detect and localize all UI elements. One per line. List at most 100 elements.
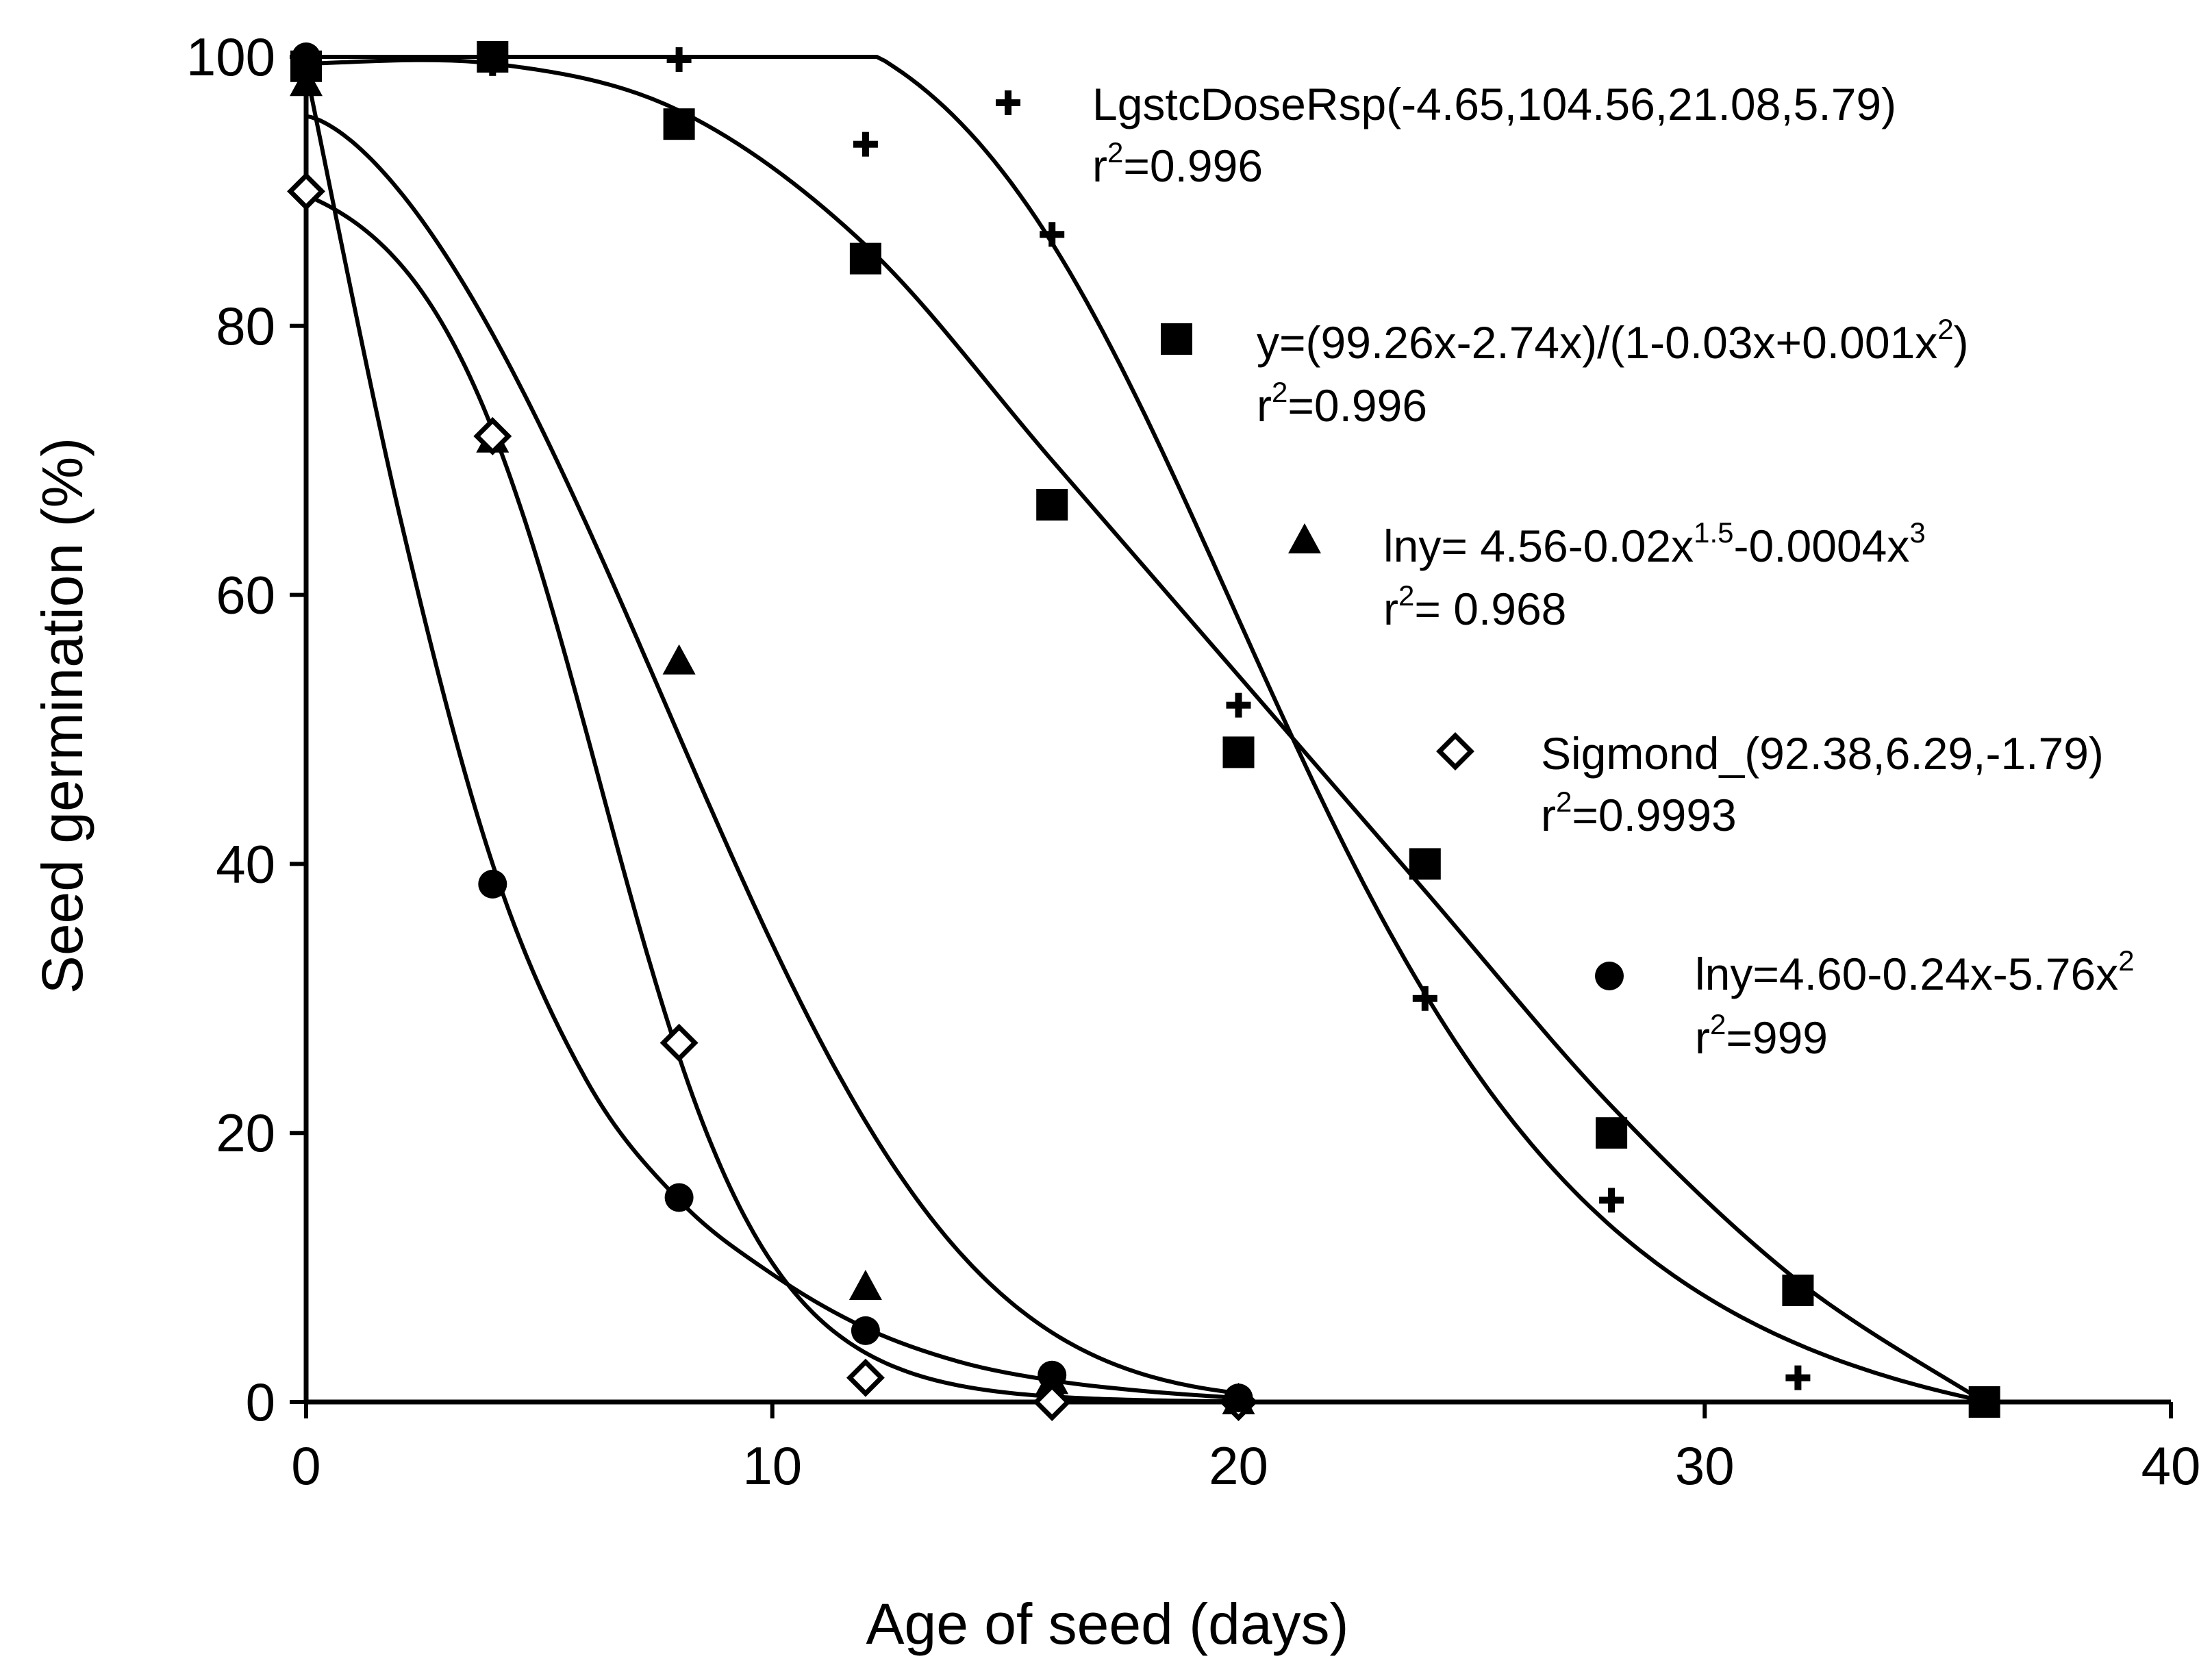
equation-part: lny=4.60-0.24x-5.76x [1695, 949, 2118, 999]
data-point-circle [1224, 1383, 1253, 1413]
equation-part: -0.0004x [1734, 521, 1910, 571]
r2-value: =0.996 [1287, 380, 1427, 431]
data-point-diamond [287, 172, 325, 211]
series-lny_circle [292, 42, 1253, 1413]
y-tick-label: 40 [216, 834, 275, 894]
r2-superscript: 2 [1398, 579, 1414, 612]
legend-marker-circle [1595, 962, 1624, 990]
r2-prefix: r [1541, 790, 1556, 840]
x-tick-label: 20 [1209, 1436, 1268, 1496]
r2-prefix: r [1383, 584, 1398, 634]
data-point-square [1409, 848, 1441, 880]
data-point-square [1036, 489, 1068, 521]
legend-equation-lny-triangle: lny= 4.56-0.02x1.5-0.0004x3 [1383, 516, 1926, 571]
legend-equation-lny-circle: lny=4.60-0.24x-5.76x2 [1695, 944, 2135, 999]
data-point-triangle [849, 1270, 882, 1301]
legend-equation-sigmond: Sigmond_(92.38,6.29,-1.79) [1541, 728, 2104, 779]
legend-entry-sigmond: Sigmond_(92.38,6.29,-1.79) r2=0.9993 [1436, 728, 2104, 840]
legend-entry-logistic: LgstcDoseRsp(-4.65,104.56,21.08,5.79) r2… [996, 79, 1896, 191]
equation-part: y=(99.26x-2.74x)/(1-0.03x+0.001x [1257, 317, 1937, 368]
y-tick-label: 60 [216, 565, 275, 625]
data-point-plus [1412, 986, 1437, 1011]
y-tick-label: 20 [216, 1103, 275, 1163]
legend-equation-logistic: LgstcDoseRsp(-4.65,104.56,21.08,5.79) [1092, 79, 1896, 129]
y-axis-title: Seed germination (%) [30, 438, 95, 994]
equation-superscript: 3 [1909, 516, 1925, 549]
data-point-plus [853, 132, 878, 157]
r2-prefix: r [1695, 1012, 1710, 1063]
data-point-diamond [473, 416, 512, 455]
data-point-square [663, 108, 695, 140]
y-tick-label: 0 [246, 1372, 275, 1432]
fit-curve-lny_circle [304, 70, 1239, 1401]
data-point-square [1596, 1117, 1628, 1149]
series-lny_triangle [290, 66, 1255, 1414]
r2-superscript: 2 [1556, 786, 1572, 818]
x-tick-label: 40 [2141, 1436, 2201, 1496]
equation-superscript: 1.5 [1694, 516, 1733, 549]
legend: LgstcDoseRsp(-4.65,104.56,21.08,5.79) r2… [996, 79, 2135, 1063]
legend-marker-triangle [1288, 523, 1321, 553]
legend-marker-diamond [1436, 732, 1474, 771]
legend-marker-square [1161, 323, 1192, 355]
data-point-plus [1040, 222, 1065, 247]
r2-value: =0.9993 [1572, 790, 1736, 840]
fit-curve-lgstcdosersp [306, 55, 1985, 1403]
data-point-plus [1785, 1365, 1811, 1390]
data-point-square [477, 41, 509, 73]
x-tick-label: 10 [742, 1436, 802, 1496]
legend-symbol-diamond [1436, 732, 1474, 771]
r2-value: =0.996 [1123, 140, 1263, 191]
y-tick-label: 80 [216, 296, 275, 356]
series-sigmond [287, 172, 1258, 1421]
legend-symbol-circle [1595, 962, 1624, 990]
equation-superscript: 2 [1937, 313, 1953, 345]
r2-value: =999 [1726, 1012, 1828, 1063]
x-axis-title: Age of seed (days) [866, 1592, 1348, 1656]
data-point-plus [1226, 692, 1251, 718]
data-point-plus [666, 47, 692, 72]
legend-symbol-square [1161, 323, 1192, 355]
data-point-triangle [290, 66, 323, 97]
x-tick-label: 30 [1675, 1436, 1735, 1496]
data-point-circle [851, 1316, 880, 1345]
data-points [287, 41, 2000, 1421]
data-point-diamond [1033, 1383, 1072, 1421]
legend-entry-lny-circle: lny=4.60-0.24x-5.76x2 r2=999 [1595, 944, 2135, 1063]
r2-prefix: r [1257, 380, 1272, 431]
legend-equation-rational: y=(99.26x-2.74x)/(1-0.03x+0.001x2) [1257, 313, 1969, 368]
r2-superscript: 2 [1272, 376, 1287, 408]
data-point-circle [1038, 1360, 1067, 1390]
fit-curve-sigmond [305, 193, 1239, 1404]
data-point-circle [292, 42, 321, 71]
y-ticks: 0 20 40 60 80 100 [186, 27, 306, 1432]
x-tick-label: 0 [291, 1436, 321, 1496]
legend-r2-sigmond: r2=0.9993 [1541, 786, 1737, 840]
legend-r2-lny-circle: r2=999 [1695, 1008, 1828, 1063]
axes: 0 10 20 30 40 0 20 40 60 80 100 [186, 27, 2201, 1496]
legend-marker-plus [996, 90, 1020, 115]
legend-symbol-plus [996, 90, 1020, 115]
data-point-square [1222, 736, 1255, 768]
data-point-square [1968, 1386, 2000, 1418]
r2-prefix: r [1092, 140, 1107, 191]
equation-part: lny= 4.56-0.02x [1383, 521, 1694, 571]
legend-symbol-triangle [1288, 523, 1321, 553]
legend-entry-rational: y=(99.26x-2.74x)/(1-0.03x+0.001x2) r2=0.… [1161, 313, 1969, 431]
x-ticks: 0 10 20 30 40 [291, 1402, 2200, 1496]
r2-superscript: 2 [1710, 1008, 1726, 1040]
data-point-square [1782, 1274, 1814, 1306]
data-point-circle [664, 1183, 694, 1212]
legend-r2-logistic: r2=0.996 [1092, 136, 1263, 191]
y-tick-label: 100 [186, 27, 275, 87]
legend-entry-lny-triangle: lny= 4.56-0.02x1.5-0.0004x3 r2= 0.968 [1288, 516, 1926, 634]
data-point-triangle [662, 644, 696, 675]
equation-superscript: 2 [2118, 944, 2134, 977]
fit-curve-lny_triangle [305, 114, 1239, 1396]
r2-value: = 0.968 [1414, 584, 1566, 634]
data-point-square [849, 242, 881, 275]
fit-curve-rational [305, 58, 1986, 1404]
data-point-circle [478, 869, 507, 899]
legend-r2-lny-triangle: r2= 0.968 [1383, 579, 1566, 634]
